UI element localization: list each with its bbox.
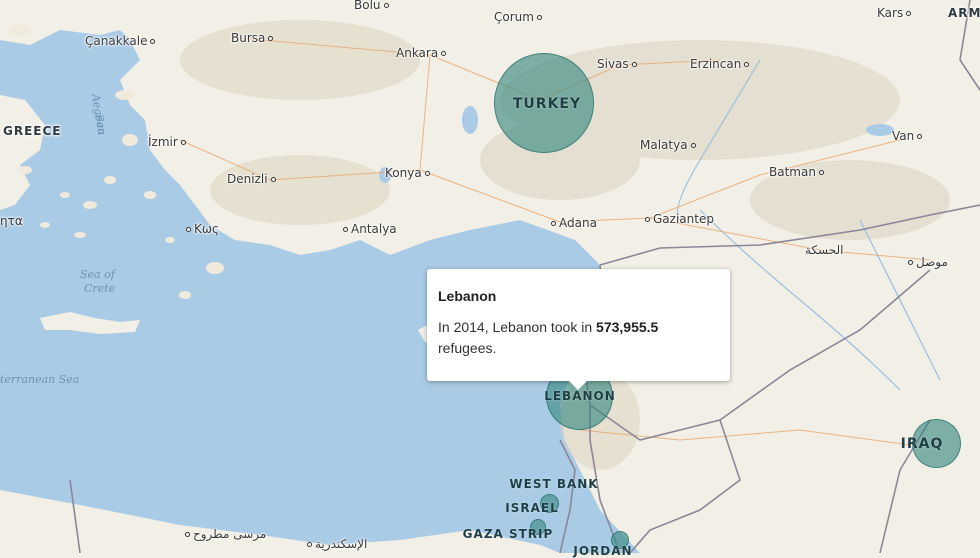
sea-label-crete-1: Sea of (80, 268, 115, 281)
city-canakkale: Çanakkale (85, 34, 158, 48)
city-van: Van (892, 129, 925, 143)
rivers (676, 59, 941, 391)
popup-body: In 2014, Lebanon took in 573,955.5 refug… (438, 317, 719, 359)
popup-title: Lebanon (438, 288, 497, 304)
city-antalya: Antalya (340, 222, 397, 236)
city-kos: Κως (183, 222, 219, 236)
bubble-jordan[interactable] (611, 531, 629, 549)
lakes (15, 54, 894, 183)
city-hasakah: الحسكة (805, 243, 844, 257)
country-label-armenia: ARMI (948, 6, 980, 20)
country-label-greece: GREECE (3, 124, 62, 138)
label-jordan: JORDAN (573, 544, 633, 558)
city-bolu: Bolu (354, 0, 392, 12)
sea-label-crete-2: Crete (84, 282, 116, 295)
city-erzincan: Erzincan (690, 57, 752, 71)
bubble-gaza[interactable] (530, 519, 546, 535)
sea-label-mediterranean: terranean Sea (0, 373, 80, 386)
land-thrace (0, 0, 150, 45)
city-gaziantep: Gaziantep (642, 212, 714, 226)
land-greece (0, 95, 45, 210)
label-turkey: TURKEY (512, 96, 582, 112)
popup-value: 573,955.5 (596, 319, 659, 335)
city-marsa-matruh: مرسى مطروح (182, 527, 266, 541)
city-partial-left: ητα (0, 214, 23, 228)
bubble-turkey[interactable] (494, 53, 594, 153)
land-crete (40, 312, 140, 334)
info-popup[interactable]: Lebanon In 2014, Lebanon took in 573,955… (427, 269, 730, 381)
bubble-israel[interactable] (540, 494, 559, 513)
popup-text-after: refugees. (438, 340, 497, 356)
label-lebanon: LEBANON (544, 389, 616, 403)
popup-text-before: In 2014, Lebanon took in (438, 319, 597, 335)
city-alexandria: الإسكندرية (304, 537, 367, 551)
city-sivas: Sivas (597, 57, 640, 71)
city-bursa: Bursa (231, 31, 276, 45)
aegean-islands (8, 24, 224, 299)
city-adana: Adana (548, 216, 597, 230)
city-batman: Batman (769, 165, 827, 179)
label-gaza: GAZA STRIP (462, 527, 554, 541)
city-corum: Çorum (494, 10, 545, 24)
city-konya: Konya (385, 166, 433, 180)
label-iraq: IRAQ (900, 436, 944, 452)
city-izmir: İzmir (148, 135, 189, 149)
city-denizli: Denizli (227, 172, 279, 186)
city-kars: Kars (877, 6, 914, 20)
label-israel: ISRAEL (505, 501, 559, 515)
city-malatya: Malatya (640, 138, 699, 152)
land-egypt (0, 490, 560, 553)
label-west-bank: WEST BANK (509, 477, 599, 491)
popup-tip (568, 380, 588, 390)
city-mosul: موصل (905, 255, 948, 269)
city-ankara: Ankara (396, 46, 449, 60)
bubble-iraq[interactable] (912, 419, 961, 468)
